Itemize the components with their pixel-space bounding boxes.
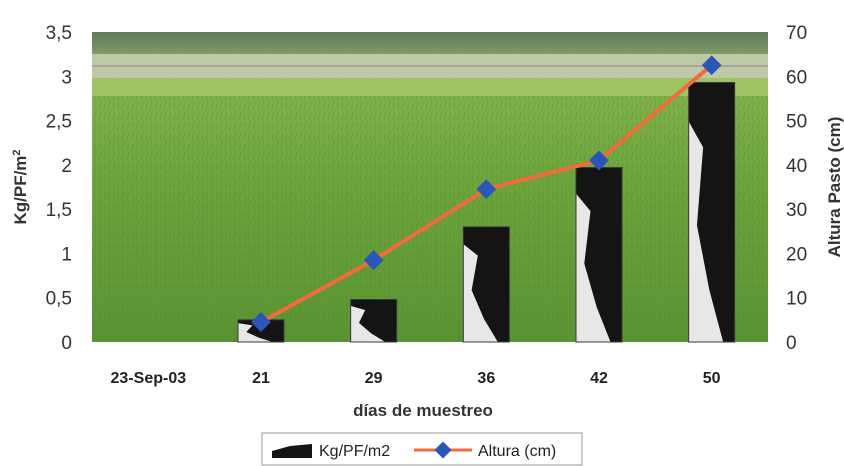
y-left-tick-label: 2,5 [46,112,72,133]
y-right-tick-label: 30 [786,200,807,221]
legend-bar-swatch [272,442,312,458]
legend-box [261,432,583,466]
y-right-tick-label: 60 [786,67,807,88]
y-left-axis-title: Kg/PF/m2 [11,149,30,224]
y-right-tick-label: 50 [786,112,807,133]
y-left-tick-labels: 0 0,5 1 1,5 2 2,5 3 3,5 [46,23,72,354]
bar [688,81,736,343]
y-right-tick-label: 40 [786,156,807,177]
y-right-tick-label: 70 [786,23,807,44]
y-left-tick-label: 2 [61,156,72,177]
y-left-tick-label: 3 [61,67,72,88]
y-right-tick-label: 20 [786,244,807,265]
x-tick-label: 36 [477,370,495,387]
line-marker [476,179,497,200]
line-series [251,55,722,332]
y-right-tick-label: 10 [786,289,807,310]
legend-label-line: Altura (cm) [478,443,556,460]
bar [575,167,623,343]
x-tick-label: 50 [703,370,721,387]
line-marker [363,250,384,270]
bar [462,226,510,343]
legend-line-swatch [414,441,472,459]
x-tick-label: 29 [365,370,383,387]
y-left-tick-label: 0 [61,333,72,354]
x-tick-label: 21 [252,370,270,387]
y-left-tick-label: 3,5 [46,23,72,44]
bar-series [237,81,736,343]
y-left-tick-label: 1,5 [46,200,72,221]
x-tick-label: 42 [590,370,608,387]
plot-background [92,32,768,342]
y-right-tick-labels: 0 10 20 30 40 50 60 70 [786,23,807,354]
bar [350,298,398,343]
x-tick-label: 23-Sep-03 [111,370,187,387]
y-left-tick-label: 1 [61,244,72,265]
line-marker [251,312,271,332]
y-right-tick-label: 0 [786,333,797,354]
x-tick-labels: 23-Sep-03 21 29 36 42 50 [111,370,721,387]
legend-label-bars: Kg/PF/m2 [319,443,390,460]
legend: Kg/PF/m2 Altura (cm) [261,432,583,466]
x-axis-title: días de muestreo [353,401,493,420]
y-right-axis-title: Altura Pasto (cm) [825,117,844,258]
y-left-tick-label: 0,5 [46,289,72,310]
tree-line-strip [92,32,768,54]
